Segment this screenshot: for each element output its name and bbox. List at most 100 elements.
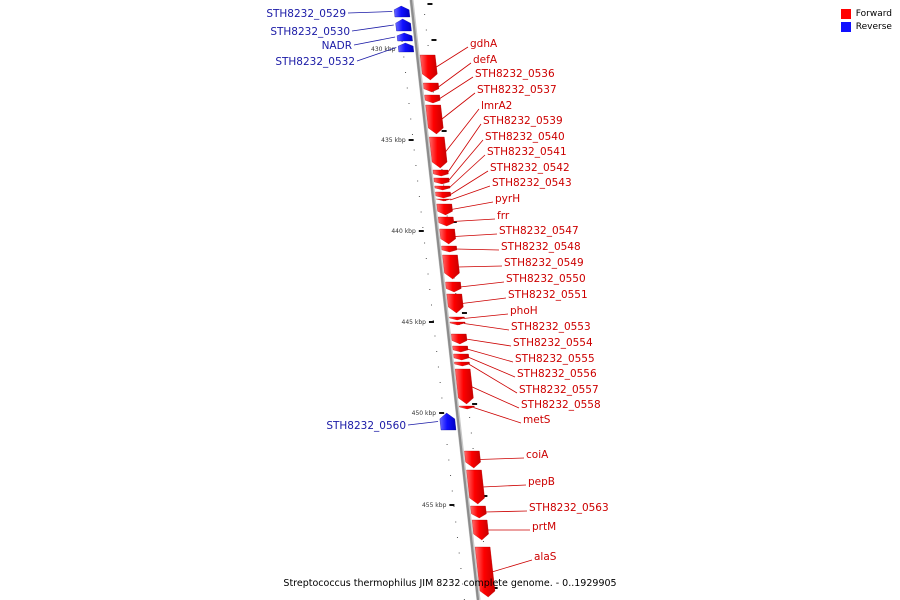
gene-feature-sth8232-0540[interactable] (433, 177, 450, 185)
gene-label-sth8232-0541[interactable]: STH8232_0541 (487, 146, 567, 158)
gene-label-lmra2[interactable]: lmrA2 (481, 100, 512, 112)
gene-label-sth8232-0537[interactable]: STH8232_0537 (477, 84, 557, 96)
gene-feature-sth8232-0541[interactable] (434, 185, 451, 191)
gene-feature-sth8232-0558[interactable] (455, 368, 474, 405)
minor-tick-right (470, 432, 472, 434)
gene-label-sth8232-0548[interactable]: STH8232_0548 (501, 241, 581, 253)
scale-tick-mark-right (492, 587, 498, 589)
scale-tick-mark (449, 504, 455, 506)
minor-tick-right (472, 448, 474, 449)
gene-feature-sth8232-0556[interactable] (453, 353, 470, 361)
gene-feature-sth8232-0549[interactable] (442, 254, 460, 280)
gene-feature-pepb[interactable] (466, 469, 485, 505)
scale-tick-mark-right (451, 221, 457, 223)
minor-tick-left (420, 211, 422, 213)
gene-feature-nadr[interactable] (396, 32, 413, 42)
gene-feature-sth8232-0532[interactable] (398, 42, 414, 53)
gene-label-sth8232-0556[interactable]: STH8232_0556 (517, 368, 597, 380)
minor-tick-left (413, 149, 415, 151)
leader-line-sth8232-0558 (470, 386, 520, 409)
genome-backbone (409, 0, 481, 600)
scale-tick-mark-right (427, 3, 433, 5)
gene-feature-coia[interactable] (464, 450, 481, 469)
gene-label-pepb[interactable]: pepB (528, 476, 555, 488)
gene-feature-sth8232-0553[interactable] (449, 321, 466, 326)
gene-label-sth8232-0550[interactable]: STH8232_0550 (506, 273, 586, 285)
gene-feature-sth8232-0542[interactable] (435, 191, 452, 199)
gene-feature-sth8232-0554[interactable] (451, 333, 468, 345)
gene-feature-sth8232-0555[interactable] (452, 345, 469, 353)
gene-feature-alas[interactable] (474, 546, 496, 598)
gene-label-sth8232-0563[interactable]: STH8232_0563 (529, 502, 609, 514)
gene-label-sth8232-0551[interactable]: STH8232_0551 (508, 289, 588, 301)
minor-tick-left (408, 103, 410, 104)
gene-feature-sth8232-0557[interactable] (454, 361, 470, 367)
gene-feature-sth8232-0551[interactable] (446, 293, 464, 314)
gene-label-sth8232-0555[interactable]: STH8232_0555 (515, 353, 595, 365)
gene-label-sth8232-0560[interactable]: STH8232_0560 (326, 420, 406, 432)
gene-label-frr[interactable]: frr (497, 210, 510, 222)
gene-feature-sth8232-0539[interactable] (432, 169, 449, 177)
leader-line-nadr (353, 36, 396, 46)
minor-tick-left (431, 304, 433, 306)
gene-label-sth8232-0543[interactable]: STH8232_0543 (492, 177, 572, 189)
gene-label-pyrh[interactable]: pyrH (495, 193, 520, 205)
gene-feature-sth8232-0547[interactable] (439, 228, 456, 245)
gene-feature-lmra2[interactable] (429, 136, 448, 169)
genome-caption: Streptococcus thermophilus JIM 8232 comp… (283, 578, 617, 589)
gene-label-defa[interactable]: defA (473, 54, 498, 66)
gene-feature-sth8232-0529[interactable] (393, 5, 411, 18)
gene-label-coia[interactable]: coiA (526, 449, 549, 461)
minor-tick-left (446, 444, 448, 445)
gene-label-sth8232-0539[interactable]: STH8232_0539 (483, 115, 563, 127)
gene-label-mets[interactable]: metS (523, 414, 551, 426)
minor-tick-left (432, 320, 434, 321)
leader-line-sth8232-0551 (461, 297, 507, 304)
gene-feature-gdha[interactable] (419, 54, 438, 81)
gene-label-sth8232-0542[interactable]: STH8232_0542 (490, 162, 570, 174)
minor-tick-left (460, 568, 462, 569)
gene-feature-pyrh[interactable] (436, 203, 453, 216)
gene-label-nadr[interactable]: NADR (322, 40, 352, 52)
minor-tick-left (456, 537, 458, 538)
minor-tick-left (448, 459, 450, 461)
gene-feature-sth8232-0543[interactable] (436, 198, 452, 202)
gene-feature-sth8232-0548[interactable] (441, 245, 458, 253)
gene-feature-prtm[interactable] (471, 519, 489, 541)
gene-feature-sth8232-0536[interactable] (424, 94, 441, 104)
gene-label-gdha[interactable]: gdhA (470, 38, 498, 50)
gene-feature-mets[interactable] (459, 405, 475, 410)
gene-label-sth8232-0530[interactable]: STH8232_0530 (270, 26, 350, 38)
gene-label-sth8232-0554[interactable]: STH8232_0554 (513, 337, 593, 349)
gene-label-sth8232-0532[interactable]: STH8232_0532 (275, 56, 355, 68)
gene-labels: gdhA defA STH8232_0536 STH8232_0537 lmrA2 STH… (266, 8, 609, 573)
minor-tick-right (446, 215, 448, 217)
gene-label-sth8232-0540[interactable]: STH8232_0540 (485, 131, 565, 143)
gene-label-sth8232-0557[interactable]: STH8232_0557 (519, 384, 599, 396)
gene-label-sth8232-0553[interactable]: STH8232_0553 (511, 321, 591, 333)
gene-label-prtm[interactable]: prtM (532, 521, 556, 533)
scale-tick-mark (408, 139, 414, 141)
gene-feature-sth8232-0550[interactable] (445, 281, 462, 293)
gene-feature-phoh[interactable] (449, 316, 465, 321)
gene-label-phoh[interactable]: phoH (510, 305, 538, 317)
reverse-swatch (840, 22, 851, 32)
gene-label-sth8232-0536[interactable]: STH8232_0536 (475, 68, 555, 80)
gene-feature-frr[interactable] (438, 216, 455, 227)
gene-feature-defa[interactable] (423, 82, 440, 93)
minor-tick-left (427, 273, 429, 275)
gene-label-sth8232-0558[interactable]: STH8232_0558 (521, 399, 601, 411)
gene-feature-sth8232-0560[interactable] (439, 412, 457, 431)
gene-feature-sth8232-0530[interactable] (395, 18, 412, 32)
backbone-line (409, 0, 480, 600)
leader-line-pyrh (451, 201, 494, 210)
gene-label-sth8232-0549[interactable]: STH8232_0549 (504, 257, 584, 269)
gene-label-sth8232-0529[interactable]: STH8232_0529 (266, 8, 346, 20)
leader-line-sth8232-0554 (465, 338, 512, 347)
scale-label-455-kbp: 455 kbp (422, 502, 447, 509)
gene-label-alas[interactable]: alaS (534, 551, 557, 563)
gene-label-sth8232-0547[interactable]: STH8232_0547 (499, 225, 579, 237)
gene-feature-sth8232-0563[interactable] (470, 505, 487, 519)
minor-tick-left (422, 227, 424, 228)
gene-feature-sth8232-0537[interactable] (425, 104, 444, 135)
